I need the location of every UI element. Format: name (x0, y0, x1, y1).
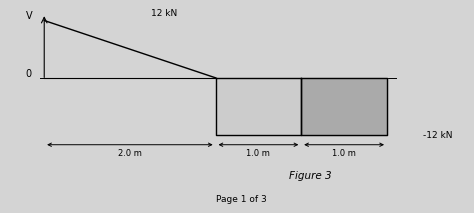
Text: 1.0 m: 1.0 m (332, 148, 356, 158)
Polygon shape (216, 78, 301, 135)
Text: V: V (26, 11, 32, 21)
Text: 0: 0 (26, 69, 32, 79)
Text: 2.0 m: 2.0 m (118, 148, 142, 158)
Polygon shape (44, 20, 216, 78)
Text: -12 kN: -12 kN (423, 131, 452, 140)
Text: 12 kN: 12 kN (151, 9, 177, 18)
Polygon shape (301, 78, 387, 135)
Text: Page 1 of 3: Page 1 of 3 (216, 195, 267, 204)
Text: 1.0 m: 1.0 m (246, 148, 270, 158)
Text: Figure 3: Figure 3 (289, 171, 331, 181)
